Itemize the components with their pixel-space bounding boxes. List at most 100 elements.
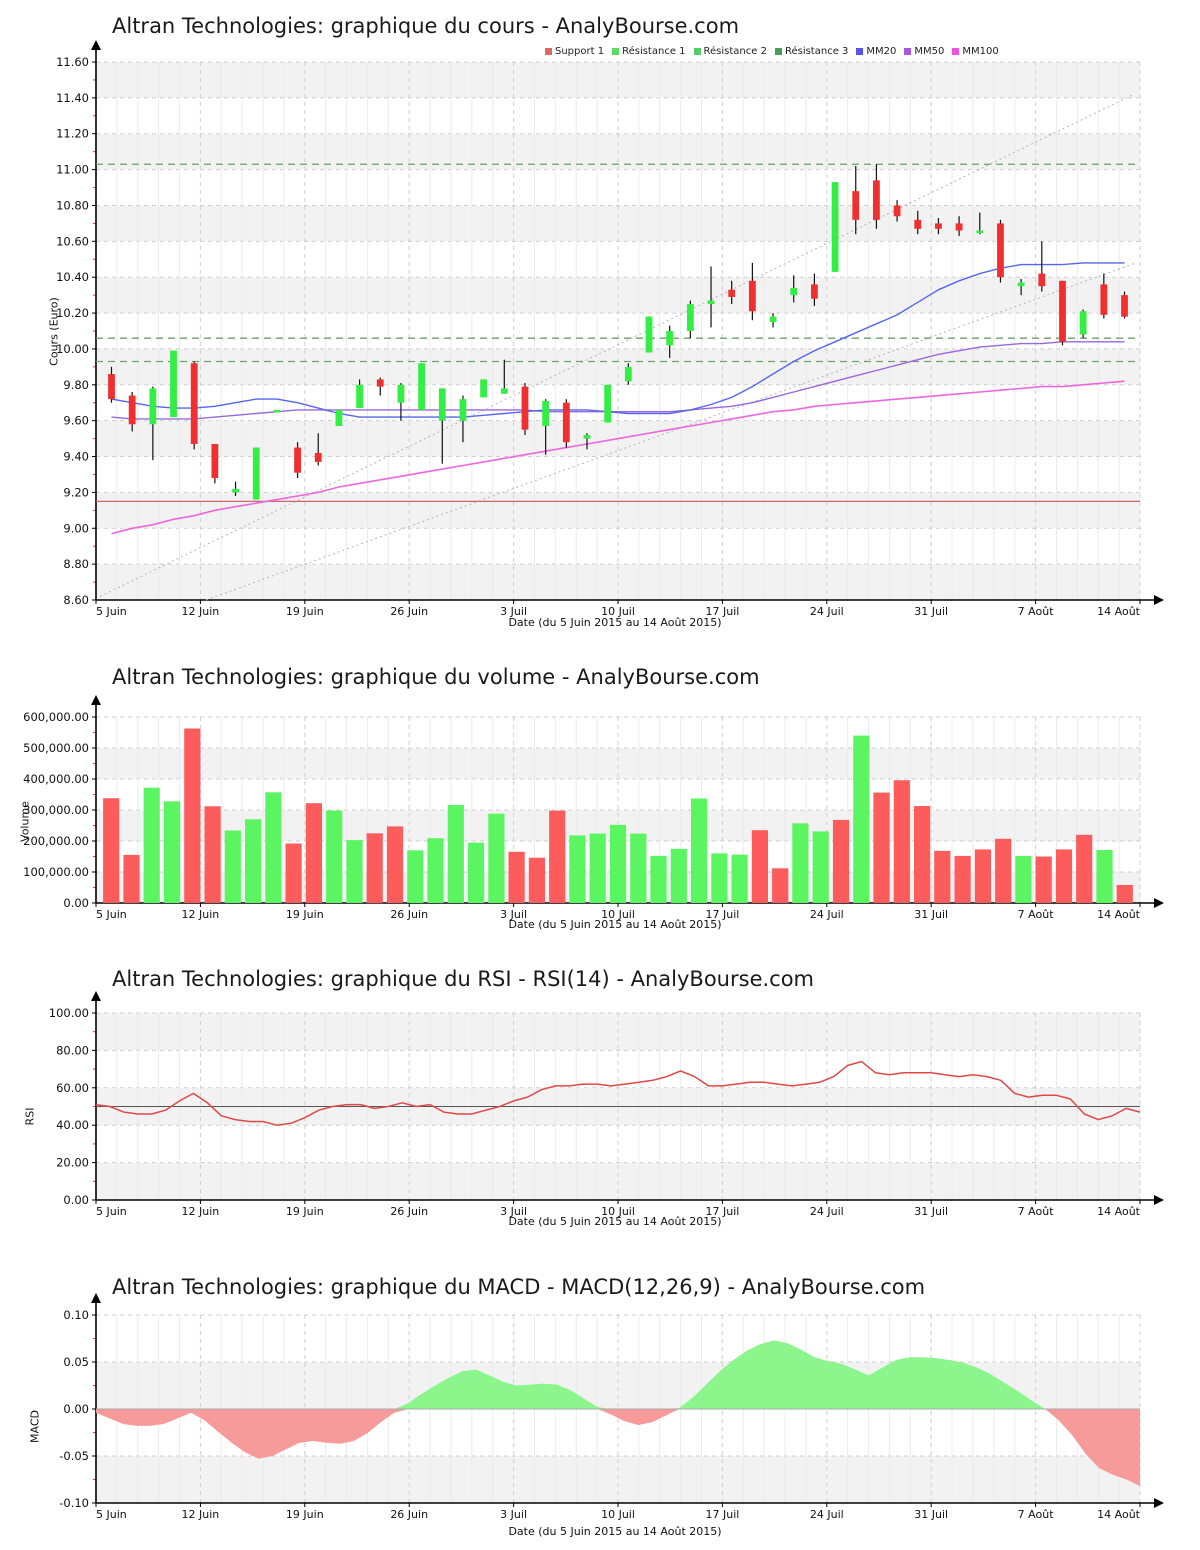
candle-body [1121,295,1128,317]
candle-body [542,400,550,427]
volume-bar [711,853,728,903]
volume-bar [995,838,1012,903]
x-axis-arrow [1154,898,1164,908]
volume-bar [731,854,748,903]
rsi-xtick: 19 Juin [286,1205,324,1218]
candle-body [149,388,157,425]
legend-swatch-mm100 [952,48,960,55]
y-axis-arrow [91,695,101,705]
candle-body [1038,273,1046,287]
volume-xtick: 10 Juil [601,908,635,921]
candle-body [314,452,322,462]
volume-ytick: 0.00 [63,896,89,910]
candle-body [893,205,901,217]
candle-body [438,388,446,421]
volume-bar [650,855,667,903]
volume-bar [224,830,241,903]
price-ytick: 9.80 [63,378,89,392]
candle-body [1079,311,1087,335]
price-ytick: 11.20 [56,127,89,141]
rsi-xtick: 26 Juin [390,1205,428,1218]
price-chart-legend: Support 1 Résistance 1 Résistance 2 Rési… [545,46,1003,57]
mm50-line [111,341,1125,420]
volume-bar [772,868,789,903]
price-ytick: 11.00 [56,163,89,177]
macd-chart-title: Altran Technologies: graphique du MACD -… [112,1275,926,1299]
candle-body [294,447,301,473]
legend-label-resistance-1: Résistance 1 [622,46,686,57]
candle-body [707,300,715,305]
candle-body [583,435,591,439]
rsi-xtick: 5 Juin [96,1205,127,1218]
volume-xtick: 12 Juin [182,908,220,921]
price-ytick: 10.60 [56,234,89,248]
macd-xtick: 17 Juil [705,1508,739,1521]
candle-body [1100,284,1108,315]
volume-bar [549,810,566,903]
price-ytick: 9.40 [63,450,89,464]
candle-body [459,399,467,421]
price-ytick: 11.40 [56,91,89,105]
mm20-line [111,262,1125,418]
rsi-ytick: 0.00 [63,1193,89,1207]
volume-bar [914,806,931,903]
candle-body [397,384,405,403]
volume-bar [184,728,201,903]
candle-body [1017,282,1025,287]
volume-xtick: 3 Juil [500,908,527,921]
candle-body [190,363,198,444]
price-ytick: 10.40 [56,270,89,284]
macd-xtick: 26 Juin [390,1508,428,1521]
price-xtick: 10 Juil [601,605,635,618]
legend-swatch-resistance-1 [612,48,620,55]
rsi-xtick: 14 Août [1097,1205,1141,1218]
candle-body [521,386,529,430]
price-x-axis-label: Date (du 5 Juin 2015 au 14 Août 2015) [508,616,722,629]
volume-xtick: 24 Juil [810,908,844,921]
price-xtick: 26 Juin [390,605,428,618]
macd-xtick: 19 Juin [286,1508,324,1521]
volume-bar [1116,885,1133,903]
macd-xtick: 31 Juil [914,1508,948,1521]
legend-label-resistance-2: Résistance 2 [703,46,767,57]
volume-bar [954,855,971,903]
candle-body [211,443,219,479]
legend-item-support-1: Support 1 [545,46,604,57]
macd-x-axis-label: Date (du 5 Juin 2015 au 14 Août 2015) [508,1525,722,1538]
volume-bar [832,819,850,903]
candle-body [335,409,343,427]
volume-bar [569,835,586,903]
rsi-plot-area: 0.00 20.00 40.00 60.00 80.00 100.00 5 Juin 12 J… [0,955,1200,1245]
rsi-xtick: 10 Juil [601,1205,635,1218]
volume-bar [123,854,140,903]
macd-xtick: 3 Juil [500,1508,527,1521]
volume-bar [468,842,485,903]
volume-bar [386,826,404,903]
macd-ytick: 0.10 [63,1308,89,1322]
candle-body [562,402,570,443]
volume-bar [427,838,444,903]
volume-bar [751,830,768,903]
rsi-xtick: 12 Juin [182,1205,220,1218]
volume-bar [974,849,991,903]
legend-swatch-mm50 [904,48,912,55]
x-axis-arrow [1154,1195,1164,1205]
candle-body [1059,280,1066,342]
x-axis-arrow [1154,595,1164,605]
volume-chart-title: Altran Technologies: graphique du volume… [112,665,760,689]
candle-body [790,287,798,296]
legend-item-mm20: MM20 [856,46,896,57]
legend-label-mm50: MM50 [914,46,945,57]
volume-bar [204,806,221,903]
price-xtick: 19 Juin [286,605,324,618]
price-ytick: 10.00 [56,342,89,356]
rsi-xtick: 17 Juil [705,1205,739,1218]
price-ytick: 9.20 [63,485,89,499]
macd-xtick: 24 Juil [810,1508,844,1521]
volume-x-axis-label: Date (du 5 Juin 2015 au 14 Août 2015) [508,918,722,931]
volume-chart-panel: Altran Technologies: graphique du volume… [0,655,1200,945]
macd-xtick: 5 Juin [96,1508,127,1521]
volume-bar [103,798,120,903]
candle-body [748,280,756,312]
legend-item-resistance-1: Résistance 1 [612,46,686,57]
